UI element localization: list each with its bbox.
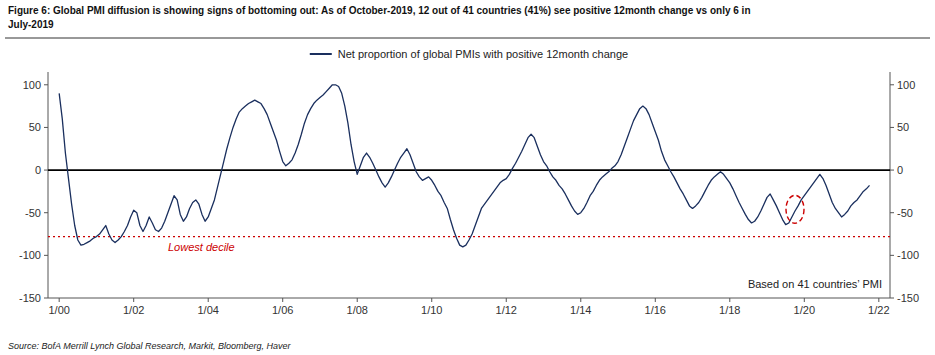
note: Based on 41 countries’ PMI — [748, 278, 882, 290]
y2-tick-label: 50 — [897, 121, 909, 133]
y2-tick-label: -100 — [897, 249, 919, 261]
source: Source: BofA Merrill Lynch Global Resear… — [8, 341, 292, 351]
y2-tick-label: 100 — [897, 79, 915, 91]
chart: Figure 6: Global PMI diffusion is showin… — [0, 0, 935, 355]
y2-tick — [890, 255, 894, 256]
y2-tick-label: -50 — [897, 207, 913, 219]
y-tick — [44, 170, 48, 171]
x-tick — [431, 298, 432, 302]
y2-tick — [890, 127, 894, 128]
y-tick — [44, 84, 48, 85]
x-tick — [655, 298, 656, 302]
x-tick — [580, 298, 581, 302]
y2-tick — [890, 298, 894, 299]
x-tick — [878, 298, 879, 302]
y-tick — [44, 298, 48, 299]
y2-tick — [890, 84, 894, 85]
x-tick-label: 1/00 — [48, 304, 69, 316]
reference-label: Lowest decile — [168, 241, 235, 253]
x-tick-label: 1/16 — [645, 304, 666, 316]
separator — [5, 38, 930, 39]
x-tick-label: 1/22 — [868, 304, 889, 316]
x-tick — [208, 298, 209, 302]
x-tick — [357, 298, 358, 302]
x-tick-label: 1/18 — [719, 304, 740, 316]
y-tick-label: -50 — [25, 207, 41, 219]
x-tick — [804, 298, 805, 302]
y2-tick-label: -150 — [897, 292, 919, 304]
title: Figure 6: Global PMI diffusion is showin… — [8, 5, 751, 30]
y-tick-label: -100 — [19, 249, 41, 261]
title-line: Figure 6: Global PMI diffusion is showin… — [8, 5, 751, 16]
y-tick-label: 0 — [35, 164, 41, 176]
x-tick — [133, 298, 134, 302]
y2-tick — [890, 212, 894, 213]
legend-swatch — [310, 53, 332, 55]
y-tick-label: 50 — [29, 121, 41, 133]
y-tick-label: -150 — [19, 292, 41, 304]
x-tick-label: 1/12 — [496, 304, 517, 316]
y-tick — [44, 127, 48, 128]
x-tick-label: 1/06 — [272, 304, 293, 316]
series-line — [59, 85, 869, 247]
x-tick-label: 1/20 — [794, 304, 815, 316]
y2-axis-line — [890, 72, 891, 298]
reference-line — [48, 236, 890, 237]
reference-line — [48, 169, 890, 171]
x-tick — [506, 298, 507, 302]
x-tick-label: 1/02 — [123, 304, 144, 316]
x-tick — [59, 298, 60, 302]
x-tick — [729, 298, 730, 302]
axes — [48, 72, 890, 298]
y-tick-label: 100 — [23, 79, 41, 91]
highlight-circle — [786, 195, 804, 223]
y-axis-line — [48, 72, 49, 298]
x-tick-label: 1/08 — [347, 304, 368, 316]
x-axis-line — [48, 298, 890, 299]
legend-label: Net proportion of global PMIs with posit… — [338, 48, 628, 60]
y2-tick — [890, 170, 894, 171]
x-tick-label: 1/10 — [421, 304, 442, 316]
y-tick — [44, 255, 48, 256]
y2-tick-label: 0 — [897, 164, 903, 176]
title-line: July-2019 — [8, 19, 54, 30]
plot-area — [48, 85, 890, 247]
x-tick — [282, 298, 283, 302]
y-tick — [44, 212, 48, 213]
legend: Net proportion of global PMIs with posit… — [310, 48, 628, 60]
x-tick-label: 1/04 — [197, 304, 218, 316]
x-tick-label: 1/14 — [570, 304, 591, 316]
